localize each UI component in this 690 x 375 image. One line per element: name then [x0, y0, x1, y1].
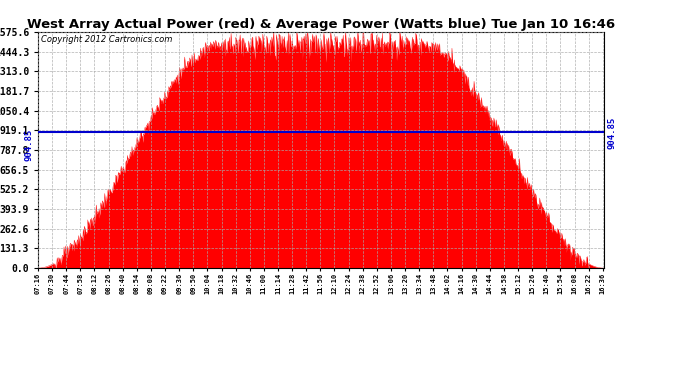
Text: 904.85: 904.85	[608, 116, 617, 148]
Title: West Array Actual Power (red) & Average Power (Watts blue) Tue Jan 10 16:46: West Array Actual Power (red) & Average …	[27, 18, 615, 31]
Text: Copyright 2012 Cartronics.com: Copyright 2012 Cartronics.com	[41, 35, 172, 44]
